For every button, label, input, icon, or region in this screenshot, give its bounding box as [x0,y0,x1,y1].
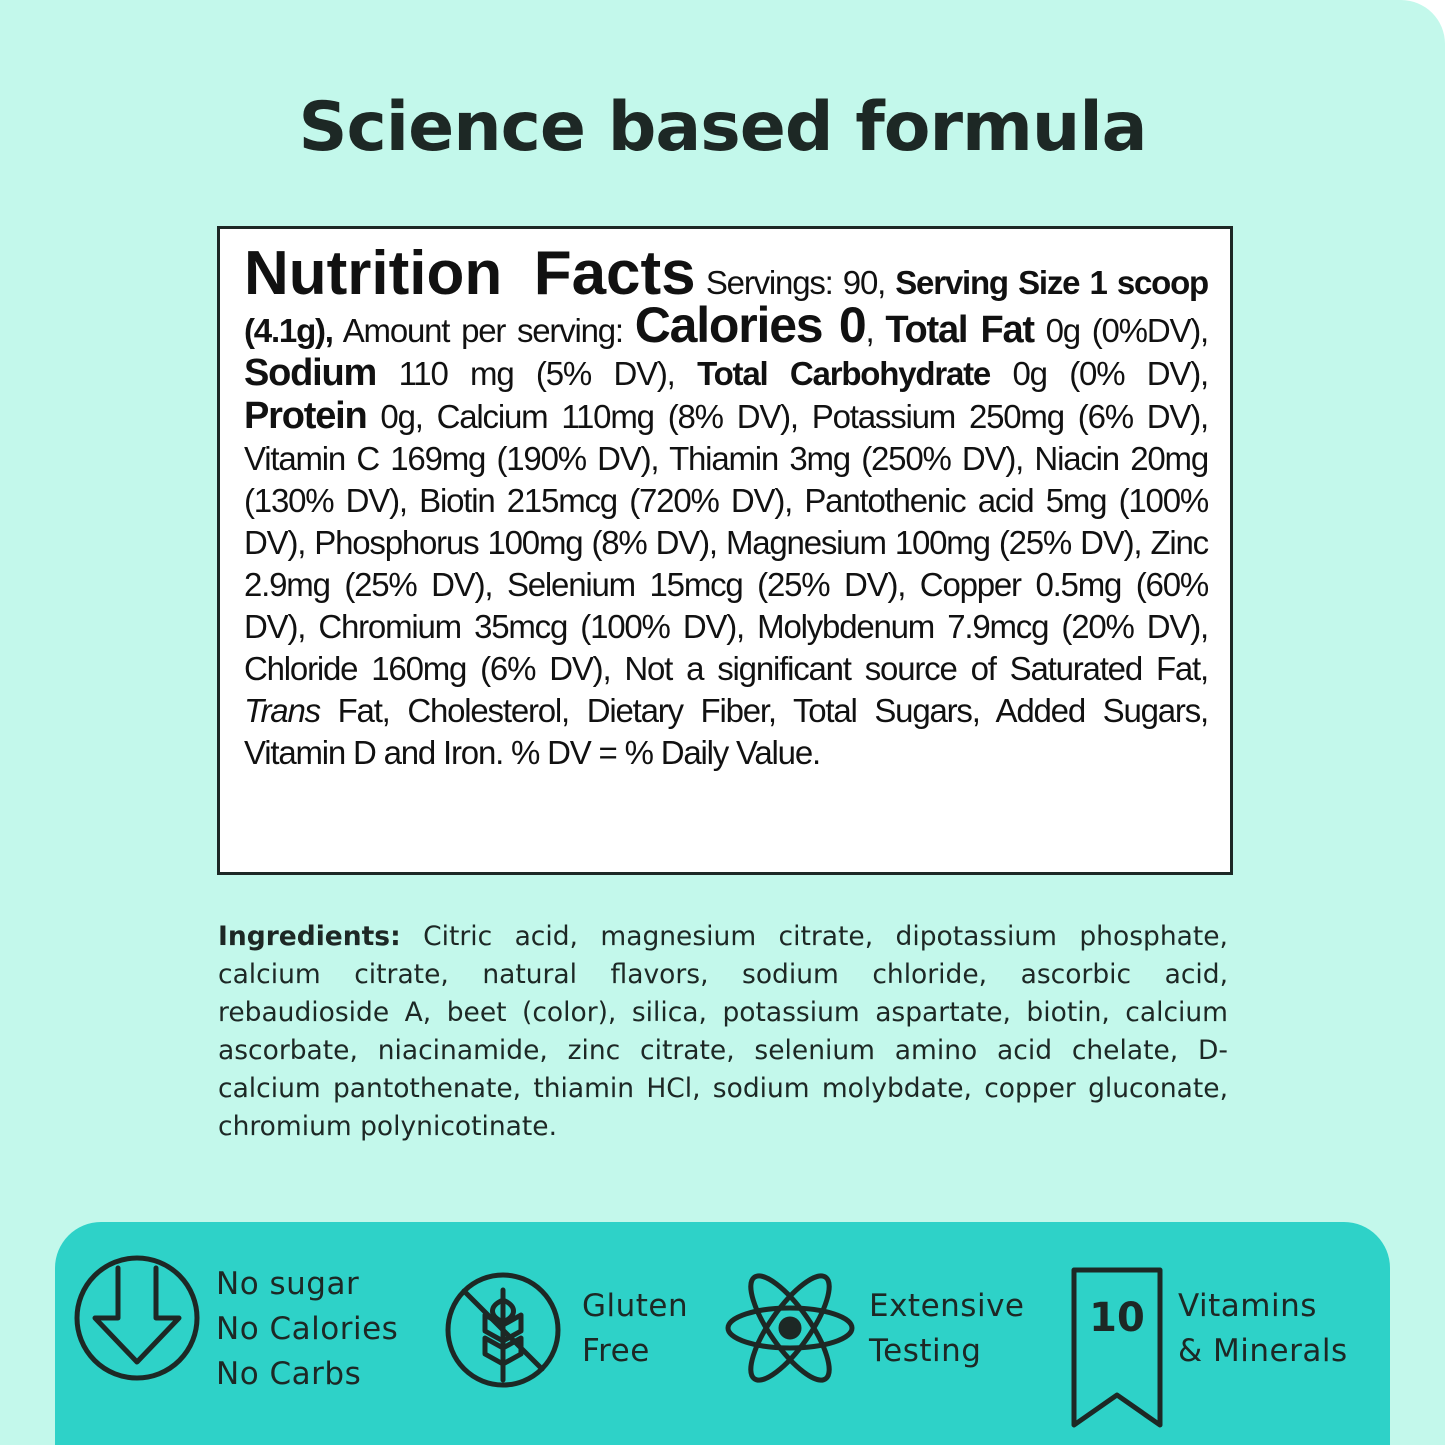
nutrition-segment: Fat, Cholesterol, Dietary Fiber, Total S… [244,692,1209,771]
feature-line: No sugar [216,1266,360,1302]
feature: Vitamins & Minerals [1178,1284,1348,1374]
feature-line: Extensive [869,1288,1025,1324]
ingredients-label: Ingredients: [218,921,401,952]
nutrition-segment: 0g (0%DV), [1033,312,1210,349]
nutrition-segment: Protein [244,395,368,437]
title: Science based formula [298,88,1147,167]
feature: Gluten Free [582,1284,688,1374]
feature-badge: 10 [1089,1295,1145,1341]
nutrition-segment: Sodium [244,352,377,394]
nutrition-segment: Servings: 90, [695,264,896,301]
ingredients: Ingredients: Citric acid, magnesium citr… [218,918,1228,1146]
nutrition-segment: Serving Size 1 scoop (4.1g), [244,264,1209,349]
feature-line: Free [582,1333,650,1369]
nutrition-segment: Calories 0 [634,297,867,353]
nutrition-facts: Nutrition Facts Servings: 90, Serving Si… [217,226,1233,875]
feature-line: No Carbs [216,1356,362,1392]
feature-line: Vitamins [1178,1288,1317,1324]
feature: No sugar No Calories No Carbs [216,1262,398,1397]
feature-line: & Minerals [1178,1333,1348,1369]
feature-line: Gluten [582,1288,689,1324]
feature-line: Testing [869,1333,982,1369]
nutrition-segment: Nutrition Facts [244,239,696,308]
gluten-free-icon [445,1272,561,1388]
feature-line: No Calories [216,1311,399,1347]
no-sugar-icon [74,1255,200,1381]
nutrition-segment: 0g, Calcium 110mg (8% DV), Potassium 250… [244,398,1209,687]
nutrition-segment: 0g (0% DV), [990,355,1210,392]
testing-icon [725,1273,855,1383]
feature-band [55,1222,1390,1445]
nutrition-segment: Total Carbohydrate [697,355,991,392]
nutrition-segment: Total Fat [885,309,1035,351]
ingredients-text: Citric acid, magnesium citrate, dipotass… [218,921,1228,1142]
nutrition-segment: 110 mg (5% DV), [376,355,698,392]
nutrition-segment: Amount per serving: [332,312,635,349]
nutrition-segment: , [865,312,886,349]
feature: Extensive Testing [869,1284,1025,1374]
nutrition-segment: Trans [244,692,321,729]
vitamins-icon [1071,1267,1163,1428]
